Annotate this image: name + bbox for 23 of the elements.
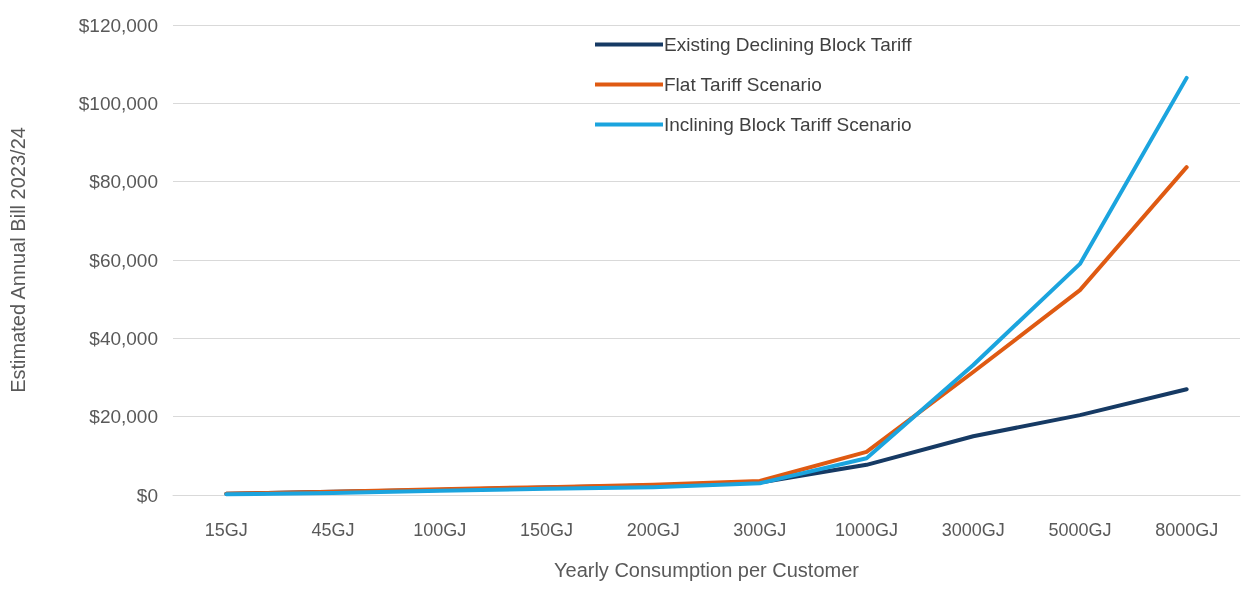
x-tick-label: 200GJ xyxy=(626,520,680,540)
y-tick-label: $60,000 xyxy=(89,249,158,271)
y-tick-label: $0 xyxy=(136,484,158,506)
y-tick-label: $20,000 xyxy=(89,406,158,428)
x-tick-label: 1000GJ xyxy=(835,520,899,540)
x-tick-label: 15GJ xyxy=(204,520,248,540)
y-tick-label: $40,000 xyxy=(89,327,158,349)
legend-label: Flat Tariff Scenario xyxy=(664,74,822,95)
line-series xyxy=(224,75,1189,497)
x-tick-label: 300GJ xyxy=(733,520,787,540)
x-axis-title: Yearly Consumption per Customer xyxy=(554,559,860,581)
x-tick-label: 3000GJ xyxy=(941,520,1005,540)
y-tick-label: $120,000 xyxy=(78,14,158,36)
x-tick-label: 100GJ xyxy=(413,520,467,540)
x-tick-label: 150GJ xyxy=(519,520,573,540)
x-tick-label: 5000GJ xyxy=(1048,520,1112,540)
legend-label: Existing Declining Block Tariff xyxy=(664,34,913,55)
legend-label: Inclining Block Tariff Scenario xyxy=(664,114,912,135)
y-tick-label: $100,000 xyxy=(78,92,158,114)
x-tick-label: 8000GJ xyxy=(1155,520,1219,540)
y-tick-label: $80,000 xyxy=(89,171,158,193)
y-axis-title: Estimated Annual Bill 2023/24 xyxy=(7,127,29,393)
x-tick-label: 45GJ xyxy=(311,520,355,540)
